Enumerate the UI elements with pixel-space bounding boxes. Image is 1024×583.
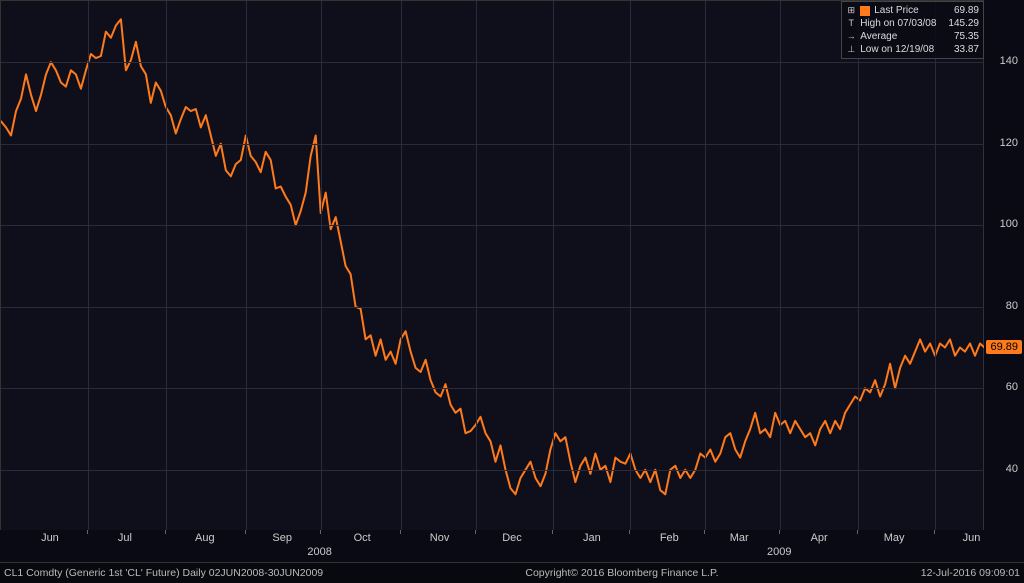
y-tick-label: 80 (1006, 300, 1018, 312)
legend-label: Low on 12/19/08 (860, 43, 934, 56)
x-tick-label: Jan (583, 532, 601, 544)
y-tick-label: 40 (1006, 463, 1018, 475)
legend-symbol-icon: T (846, 17, 856, 30)
x-gridline (476, 1, 477, 531)
legend-label: Last Price (874, 4, 918, 17)
x-notch (165, 530, 166, 534)
x-gridline (321, 1, 322, 531)
x-gridline (705, 1, 706, 531)
chart-container: 40 60 80 100 120 140 Jun Jul Aug Sep Oct Nov Dec Jan… (0, 0, 1024, 583)
x-notch (320, 530, 321, 534)
y-tick-label: 100 (1000, 218, 1018, 230)
x-tick-label: Feb (660, 532, 679, 544)
y-axis: 40 60 80 100 120 140 (984, 0, 1024, 530)
footer-bar: CL1 Comdty (Generic 1st 'CL' Future) Dai… (0, 562, 1024, 583)
x-notch (475, 530, 476, 534)
legend-row: ⊞ Last Price 69.89 (846, 4, 979, 17)
x-notch (552, 530, 553, 534)
legend-row: ⊥ Low on 12/19/08 33.87 (846, 43, 979, 56)
y-tick-label: 120 (1000, 137, 1018, 149)
x-tick-label: Jun (963, 532, 981, 544)
x-notch (629, 530, 630, 534)
legend-swatch (860, 6, 870, 16)
legend-symbol-icon: ⊥ (846, 43, 856, 56)
x-tick-label: Mar (730, 532, 749, 544)
x-tick-label: Jun (41, 532, 59, 544)
x-gridline (246, 1, 247, 531)
y-gridline (1, 144, 985, 145)
footer-timestamp: 12-Jul-2016 09:09:01 (921, 567, 1020, 579)
legend-label: High on 07/03/08 (860, 17, 936, 30)
x-tick-label: Aug (195, 532, 215, 544)
last-price-tag: 69.89 (986, 340, 1022, 354)
x-gridline (166, 1, 167, 531)
x-notch (704, 530, 705, 534)
x-notch (779, 530, 780, 534)
x-tick-label: Oct (354, 532, 371, 544)
y-gridline (1, 307, 985, 308)
legend-value: 75.35 (946, 30, 979, 43)
x-tick-label: Nov (430, 532, 450, 544)
y-tick-label: 60 (1006, 381, 1018, 393)
legend-box: ⊞Last Price69.89THigh on 07/03/08145.29→… (841, 1, 984, 59)
legend-label: Average (860, 30, 897, 43)
x-tick-label: May (884, 532, 905, 544)
x-gridline (553, 1, 554, 531)
x-notch (934, 530, 935, 534)
legend-value: 145.29 (940, 17, 979, 30)
plot-area[interactable] (0, 0, 984, 530)
x-axis: Jun Jul Aug Sep Oct Nov Dec Jan Feb Mar Apr May Jun 2… (0, 530, 984, 562)
legend-symbol-icon: → (846, 30, 856, 43)
x-year-label: 2009 (767, 546, 791, 558)
legend-row: T High on 07/03/08 145.29 (846, 17, 979, 30)
x-tick-label: Dec (502, 532, 522, 544)
x-tick-label: Sep (272, 532, 292, 544)
price-line (1, 1, 985, 531)
x-gridline (780, 1, 781, 531)
x-tick-label: Apr (811, 532, 828, 544)
last-price-value: 69.89 (990, 341, 1018, 353)
x-gridline (88, 1, 89, 531)
y-gridline (1, 62, 985, 63)
x-notch (245, 530, 246, 534)
legend-value: 69.89 (946, 4, 979, 17)
x-gridline (401, 1, 402, 531)
x-year-label: 2008 (307, 546, 331, 558)
x-gridline (630, 1, 631, 531)
x-tick-label: Jul (118, 532, 132, 544)
footer-copyright: Copyright© 2016 Bloomberg Finance L.P. (323, 567, 921, 579)
x-notch (87, 530, 88, 534)
y-tick-label: 140 (1000, 55, 1018, 67)
x-gridline (935, 1, 936, 531)
y-gridline (1, 225, 985, 226)
footer-instrument: CL1 Comdty (Generic 1st 'CL' Future) Dai… (4, 567, 323, 579)
legend-value: 33.87 (946, 43, 979, 56)
legend-row: → Average 75.35 (846, 30, 979, 43)
legend-symbol-icon: ⊞ (846, 4, 856, 17)
y-gridline (1, 470, 985, 471)
y-gridline (1, 388, 985, 389)
x-gridline (858, 1, 859, 531)
x-notch (400, 530, 401, 534)
x-notch (857, 530, 858, 534)
